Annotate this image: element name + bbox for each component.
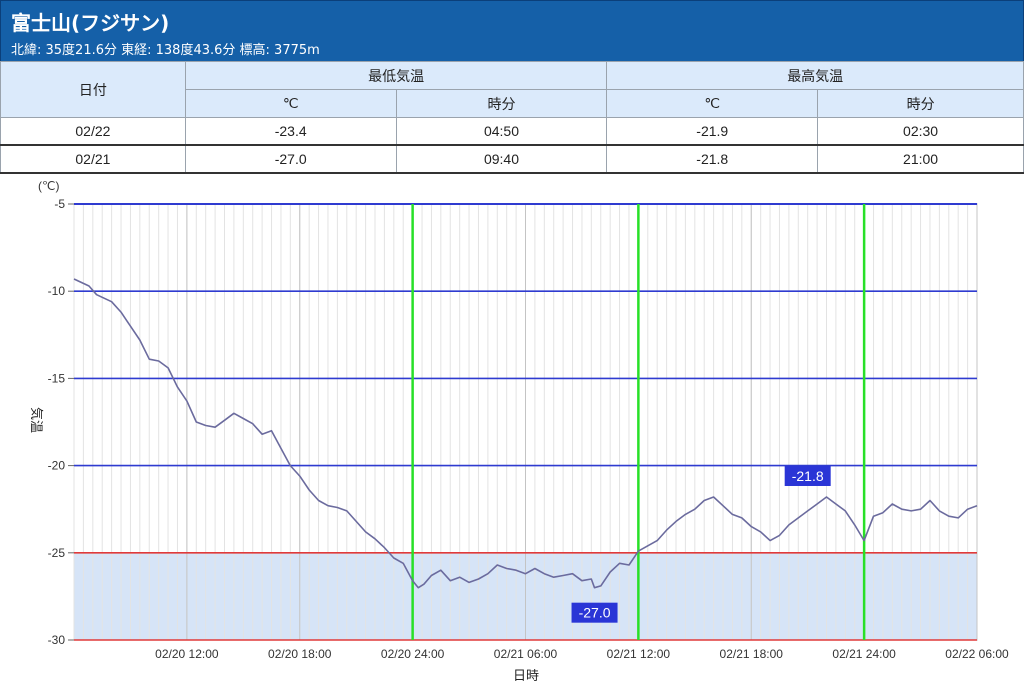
y-tick-label: -5 bbox=[54, 197, 65, 211]
table-row: 02/22 -23.4 04:50 -21.9 02:30 bbox=[0, 117, 1024, 146]
row-min-c: -27.0 bbox=[184, 144, 397, 174]
y-tick-label: -25 bbox=[48, 546, 66, 560]
max-temp-header: 最高気温 bbox=[606, 61, 1024, 90]
x-tick-label: 02/21 06:00 bbox=[494, 647, 558, 661]
x-axis-title: 日時 bbox=[513, 669, 539, 684]
min-temp-header: 最低気温 bbox=[184, 61, 608, 90]
y-unit-label: (℃) bbox=[38, 179, 59, 193]
extreme-value-label: -27.0 bbox=[571, 602, 618, 623]
station-coordinates: 北緯: 35度21.6分 東経: 138度43.6分 標高: 3775m bbox=[11, 43, 320, 58]
temperature-chart: (℃) 気温 日時 -5 -10 -15 -20 -25 -30 02/20 12:00 02… bbox=[0, 176, 1024, 688]
extreme-value-label: -21.8 bbox=[784, 465, 831, 486]
y-tick-label: -20 bbox=[48, 459, 66, 473]
temperature-summary-table: 日付 最低気温 最高気温 ℃ 時分 ℃ 時分 02/22 -23.4 04:50… bbox=[0, 61, 1024, 174]
row-max-time: 02:30 bbox=[817, 117, 1024, 146]
label-box-text: -27.0 bbox=[579, 605, 611, 621]
row-min-c: -23.4 bbox=[184, 117, 397, 146]
row-min-time: 04:50 bbox=[395, 117, 608, 146]
x-tick-label: 02/20 18:00 bbox=[268, 647, 332, 661]
row-max-c: -21.9 bbox=[606, 117, 819, 146]
max-time-header: 時分 bbox=[817, 89, 1024, 118]
label-box-bg bbox=[571, 602, 618, 623]
y-tick-label: -10 bbox=[48, 284, 66, 298]
table-row: 02/21 -27.0 09:40 -21.8 21:00 bbox=[0, 144, 1024, 174]
x-tick-label: 02/21 18:00 bbox=[720, 647, 784, 661]
station-title: 富士山(フジサン) bbox=[11, 11, 170, 35]
row-min-time: 09:40 bbox=[395, 144, 608, 174]
x-tick-label: 02/21 24:00 bbox=[832, 647, 896, 661]
row-date: 02/21 bbox=[0, 144, 186, 174]
min-unit-c-header: ℃ bbox=[184, 89, 397, 118]
chart-svg: (℃) 気温 日時 -5 -10 -15 -20 -25 -30 02/20 12:00 02… bbox=[28, 179, 1009, 684]
x-tick-label: 02/21 12:00 bbox=[607, 647, 671, 661]
min-time-header: 時分 bbox=[395, 89, 608, 118]
temperature-series-line bbox=[73, 278, 978, 589]
row-date: 02/22 bbox=[0, 117, 186, 146]
x-tick-label: 02/20 24:00 bbox=[381, 647, 445, 661]
y-tick-label: -15 bbox=[48, 371, 66, 385]
station-header: 富士山(フジサン) 北緯: 35度21.6分 東経: 138度43.6分 標高:… bbox=[0, 0, 1024, 62]
label-box-text: -21.8 bbox=[792, 468, 824, 484]
x-tick-label: 02/22 06:00 bbox=[945, 647, 1009, 661]
x-tick-label: 02/20 12:00 bbox=[155, 647, 219, 661]
y-tick-label: -30 bbox=[48, 633, 66, 647]
max-unit-c-header: ℃ bbox=[606, 89, 819, 118]
y-axis-title: 気温 bbox=[28, 407, 44, 433]
row-max-c: -21.8 bbox=[606, 144, 819, 174]
date-column-header: 日付 bbox=[0, 61, 186, 118]
row-max-time: 21:00 bbox=[817, 144, 1024, 174]
label-box-bg bbox=[784, 465, 831, 486]
